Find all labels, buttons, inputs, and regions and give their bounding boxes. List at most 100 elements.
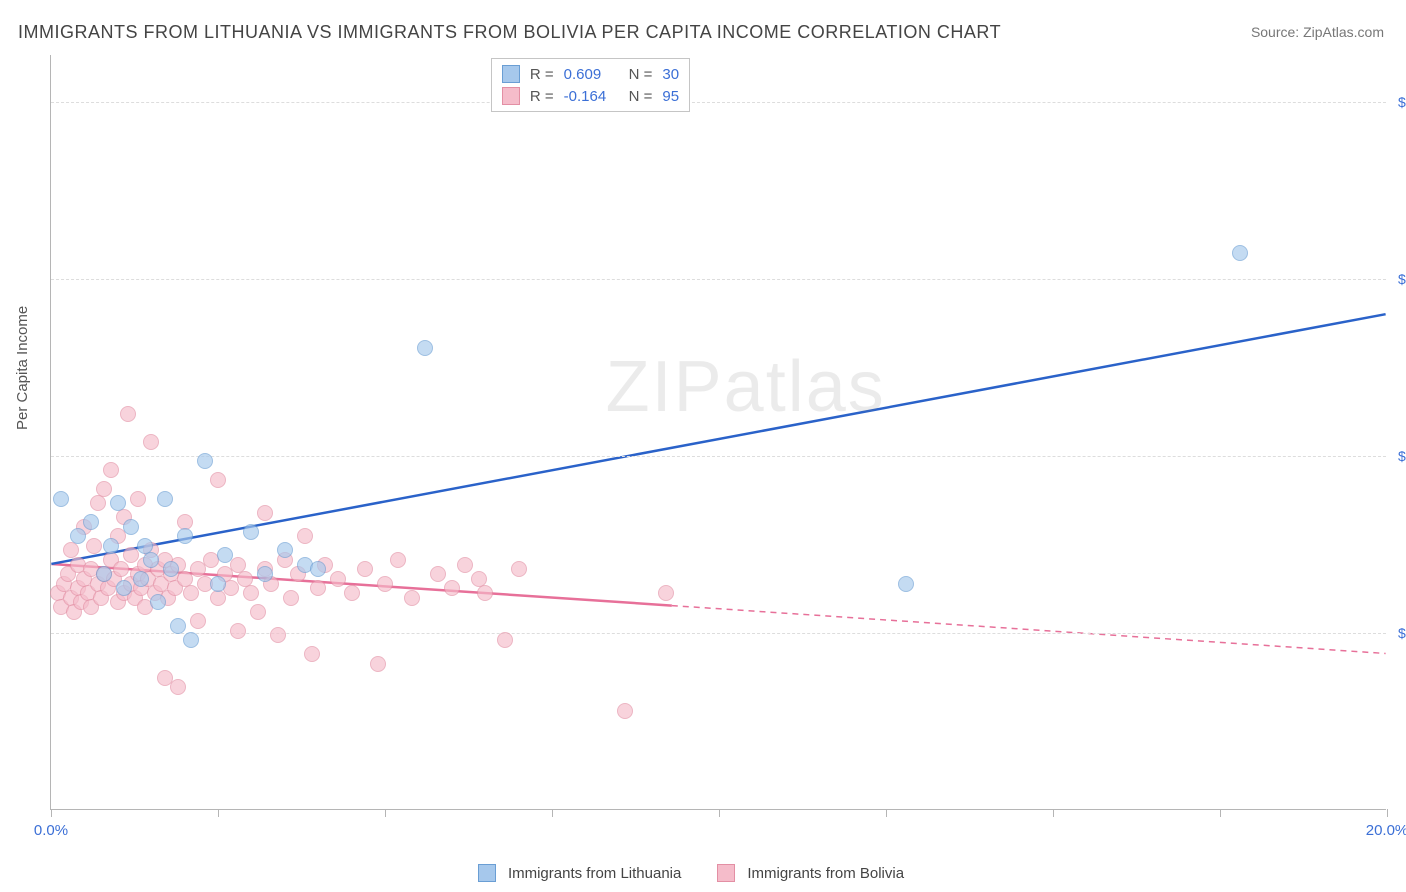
y-tick-label: $37,500 <box>1388 625 1406 641</box>
scatter-point-bolivia <box>210 472 226 488</box>
x-tick <box>1387 809 1388 817</box>
legend-stats: R =0.609N =30R =-0.164N =95 <box>491 58 690 112</box>
legend-r-label: R = <box>530 66 554 83</box>
scatter-point-bolivia <box>390 552 406 568</box>
scatter-point-lithuania <box>1232 245 1248 261</box>
scatter-point-bolivia <box>230 623 246 639</box>
scatter-point-lithuania <box>150 594 166 610</box>
source-label: Source: ZipAtlas.com <box>1251 24 1384 40</box>
x-tick <box>51 809 52 817</box>
scatter-point-bolivia <box>297 528 313 544</box>
x-tick <box>385 809 386 817</box>
scatter-point-bolivia <box>357 561 373 577</box>
scatter-point-lithuania <box>163 561 179 577</box>
y-tick-label: $75,000 <box>1388 448 1406 464</box>
x-tick-label: 0.0% <box>34 822 68 839</box>
legend-n-value: 30 <box>662 66 679 83</box>
scatter-point-lithuania <box>157 491 173 507</box>
scatter-point-lithuania <box>70 528 86 544</box>
y-axis-label: Per Capita Income <box>14 306 31 430</box>
legend-stats-row: R = 0.609 N = 30 <box>502 63 679 85</box>
legend-swatch <box>717 864 735 882</box>
scatter-point-bolivia <box>120 406 136 422</box>
y-tick-label: $112,500 <box>1388 271 1406 287</box>
scatter-point-bolivia <box>477 585 493 601</box>
x-tick <box>218 809 219 817</box>
scatter-point-lithuania <box>83 514 99 530</box>
legend-stats-row: R =-0.164N =95 <box>502 85 679 107</box>
scatter-point-lithuania <box>170 618 186 634</box>
legend-r-label: R = <box>530 88 554 105</box>
scatter-point-bolivia <box>404 590 420 606</box>
scatter-point-bolivia <box>130 491 146 507</box>
scatter-point-bolivia <box>330 571 346 587</box>
scatter-point-bolivia <box>170 679 186 695</box>
scatter-point-lithuania <box>417 340 433 356</box>
scatter-point-bolivia <box>344 585 360 601</box>
scatter-point-bolivia <box>113 561 129 577</box>
scatter-point-bolivia <box>86 538 102 554</box>
scatter-point-bolivia <box>250 604 266 620</box>
legend-series-label: Immigrants from Lithuania <box>508 865 681 882</box>
gridline <box>51 456 1386 457</box>
legend-r-value: -0.164 <box>564 88 619 105</box>
scatter-point-lithuania <box>243 524 259 540</box>
scatter-point-lithuania <box>197 453 213 469</box>
scatter-point-bolivia <box>90 495 106 511</box>
scatter-point-bolivia <box>377 576 393 592</box>
scatter-point-bolivia <box>511 561 527 577</box>
scatter-point-bolivia <box>190 613 206 629</box>
scatter-point-bolivia <box>270 627 286 643</box>
scatter-point-bolivia <box>430 566 446 582</box>
scatter-point-lithuania <box>183 632 199 648</box>
scatter-point-bolivia <box>283 590 299 606</box>
scatter-point-bolivia <box>617 703 633 719</box>
x-tick <box>886 809 887 817</box>
scatter-point-lithuania <box>177 528 193 544</box>
scatter-point-lithuania <box>53 491 69 507</box>
scatter-point-bolivia <box>370 656 386 672</box>
plot-area: ZIPatlas $37,500$75,000$112,500$150,0000… <box>50 55 1386 810</box>
scatter-point-lithuania <box>898 576 914 592</box>
scatter-point-lithuania <box>217 547 233 563</box>
scatter-point-lithuania <box>310 561 326 577</box>
legend-r-value: 0.609 <box>564 66 619 83</box>
scatter-point-lithuania <box>96 566 112 582</box>
scatter-point-bolivia <box>457 557 473 573</box>
scatter-point-bolivia <box>243 585 259 601</box>
scatter-point-lithuania <box>103 538 119 554</box>
scatter-point-lithuania <box>110 495 126 511</box>
legend-swatch <box>502 87 520 105</box>
legend-n-label: N = <box>629 66 653 83</box>
legend-series: Immigrants from Lithuania Immigrants from… <box>0 864 1406 882</box>
legend-swatch <box>502 65 520 83</box>
scatter-point-lithuania <box>116 580 132 596</box>
x-tick <box>552 809 553 817</box>
legend-n-value: 95 <box>662 88 679 105</box>
gridline <box>51 102 1386 103</box>
scatter-point-lithuania <box>277 542 293 558</box>
scatter-point-lithuania <box>133 571 149 587</box>
scatter-point-bolivia <box>444 580 460 596</box>
trend-lines-svg <box>51 55 1386 809</box>
y-tick-label: $150,000 <box>1388 94 1406 110</box>
scatter-point-bolivia <box>257 505 273 521</box>
scatter-point-bolivia <box>96 481 112 497</box>
scatter-point-bolivia <box>310 580 326 596</box>
scatter-point-bolivia <box>304 646 320 662</box>
scatter-point-bolivia <box>143 434 159 450</box>
scatter-point-bolivia <box>103 462 119 478</box>
scatter-point-lithuania <box>257 566 273 582</box>
scatter-point-lithuania <box>210 576 226 592</box>
x-tick <box>1053 809 1054 817</box>
scatter-point-bolivia <box>658 585 674 601</box>
gridline <box>51 279 1386 280</box>
trend-line <box>672 606 1386 654</box>
gridline <box>51 633 1386 634</box>
x-tick <box>1220 809 1221 817</box>
scatter-point-lithuania <box>123 519 139 535</box>
x-tick <box>719 809 720 817</box>
legend-series-label: Immigrants from Bolivia <box>747 865 904 882</box>
legend-swatch <box>478 864 496 882</box>
scatter-point-bolivia <box>497 632 513 648</box>
